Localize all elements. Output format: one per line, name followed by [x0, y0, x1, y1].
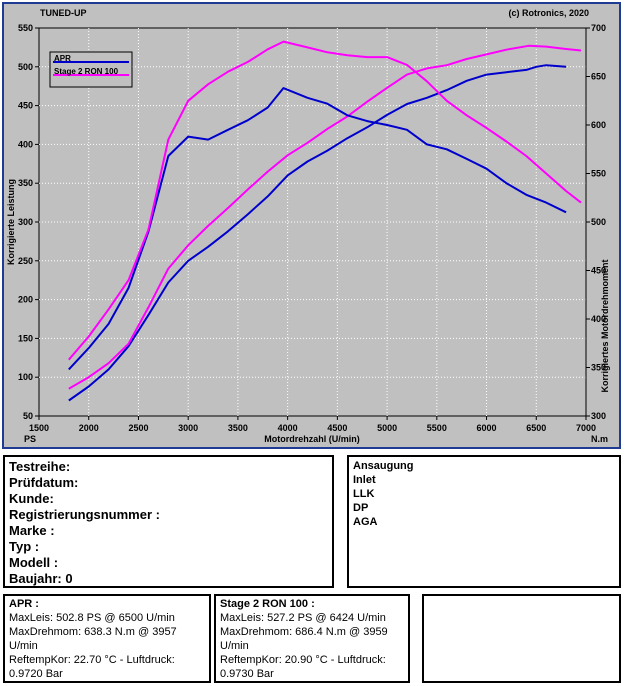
ansaugung-item: LLK: [353, 488, 375, 500]
x-tick-label: 7000: [576, 423, 596, 433]
modell-label: Modell :: [9, 555, 59, 570]
y-left-tick-label: 100: [18, 372, 33, 382]
testreihe-label: Testreihe:: [9, 459, 71, 474]
dyno-chart: 1500 2000 2500 3000 3500 4000 4500 5000 5500 6000…: [6, 8, 610, 444]
x-tick-label: 2000: [79, 423, 99, 433]
torque-curve-stage-2-ron-100: [68, 40, 582, 361]
x-tick-label: 1500: [29, 423, 49, 433]
result-line: U/min: [220, 640, 249, 652]
y-left-tick-label: 250: [18, 256, 33, 266]
y-left-tick-label: 550: [18, 23, 33, 33]
marke-label: Marke :: [9, 523, 55, 538]
result-line: 0.9730 Bar: [220, 668, 274, 680]
y-axis-label-right: Korrigiertes Motordrehmoment: [600, 259, 610, 392]
registrierung-label: Registrierungsnummer :: [9, 507, 160, 522]
x-tick-label: 3500: [228, 423, 248, 433]
y-right-tick-label: 450: [591, 266, 606, 276]
result-line: ReftempKor: 20.90 °C - Luftdruck:: [220, 654, 386, 666]
power-curve-apr: [68, 64, 567, 402]
x-axis-label: Motordrehzahl (U/min): [264, 434, 360, 444]
x-tick-label: 3000: [178, 423, 198, 433]
result-box-empty: [422, 594, 621, 683]
y-left-tick-label: 500: [18, 62, 33, 72]
legend-label: APR: [54, 54, 71, 63]
vehicle-info-box: Testreihe: Prüfdatum: Kunde: Registrieru…: [3, 455, 334, 588]
pruefdatum-label: Prüfdatum:: [9, 475, 79, 490]
result-line: MaxLeis: 527.2 PS @ 6424 U/min: [220, 612, 386, 624]
ansaugung-item: Inlet: [353, 474, 376, 486]
result-box-stage2: Stage 2 RON 100 : MaxLeis: 527.2 PS @ 64…: [214, 594, 410, 683]
x-tick-label: 5000: [377, 423, 397, 433]
result-line: MaxDrehmom: 686.4 N.m @ 3959: [220, 626, 388, 638]
result-title: APR :: [9, 598, 39, 610]
y-left-tick-label: 450: [18, 101, 33, 111]
x-unit-left: PS: [24, 434, 36, 444]
y-right-tick-label: 600: [591, 120, 606, 130]
y-right-tick-label: 350: [591, 363, 606, 373]
y-left-tick-label: 150: [18, 333, 33, 343]
y-right-tick-label: 300: [591, 411, 606, 421]
x-tick-label: 4500: [327, 423, 347, 433]
y-left-tick-label: 300: [18, 217, 33, 227]
result-line: MaxLeis: 502.8 PS @ 6500 U/min: [9, 612, 175, 624]
result-box-apr: APR : MaxLeis: 502.8 PS @ 6500 U/min Max…: [3, 594, 211, 683]
y-right-tick-label: 650: [591, 72, 606, 82]
result-title: Stage 2 RON 100 :: [220, 598, 315, 610]
y-left-tick-label: 50: [23, 411, 33, 421]
ansaugung-item: AGA: [353, 516, 378, 528]
legend-label: Stage 2 RON 100: [54, 67, 119, 76]
baujahr-label: Baujahr: 0: [9, 571, 73, 586]
y-axis-label-left: Korrigierte Leistung: [6, 179, 16, 265]
x-tick-label: 2500: [128, 423, 148, 433]
y-right-tick-label: 400: [591, 314, 606, 324]
y-right-tick-label: 500: [591, 217, 606, 227]
y-left-tick-label: 400: [18, 139, 33, 149]
power-curve-stage-2-ron-100: [68, 44, 582, 390]
kunde-label: Kunde:: [9, 491, 54, 506]
x-tick-label: 5500: [427, 423, 447, 433]
dyno-chart-panel: 1500 2000 2500 3000 3500 4000 4500 5000 5500 6000…: [2, 2, 621, 449]
x-unit-right: N.m: [591, 434, 608, 444]
y-left-tick-label: 200: [18, 295, 33, 305]
ansaugung-title: Ansaugung: [353, 460, 414, 472]
y-right-tick-label: 550: [591, 169, 606, 179]
result-line: U/min: [9, 640, 38, 652]
x-tick-label: 6500: [526, 423, 546, 433]
legend-box: [49, 51, 133, 88]
chart-title-left: TUNED-UP: [40, 8, 87, 18]
x-tick-label: 4000: [278, 423, 298, 433]
ansaugung-box: Ansaugung Inlet LLK DP AGA: [347, 455, 621, 588]
y-left-tick-label: 350: [18, 178, 33, 188]
result-line: 0.9720 Bar: [9, 668, 63, 680]
x-tick-label: 6000: [477, 423, 497, 433]
result-line: ReftempKor: 22.70 °C - Luftdruck:: [9, 654, 175, 666]
ansaugung-item: DP: [353, 502, 369, 514]
result-line: MaxDrehmom: 638.3 N.m @ 3957: [9, 626, 177, 638]
chart-title-right: (c) Rotronics, 2020: [508, 8, 589, 18]
typ-label: Typ :: [9, 539, 40, 554]
y-right-tick-label: 700: [591, 23, 606, 33]
